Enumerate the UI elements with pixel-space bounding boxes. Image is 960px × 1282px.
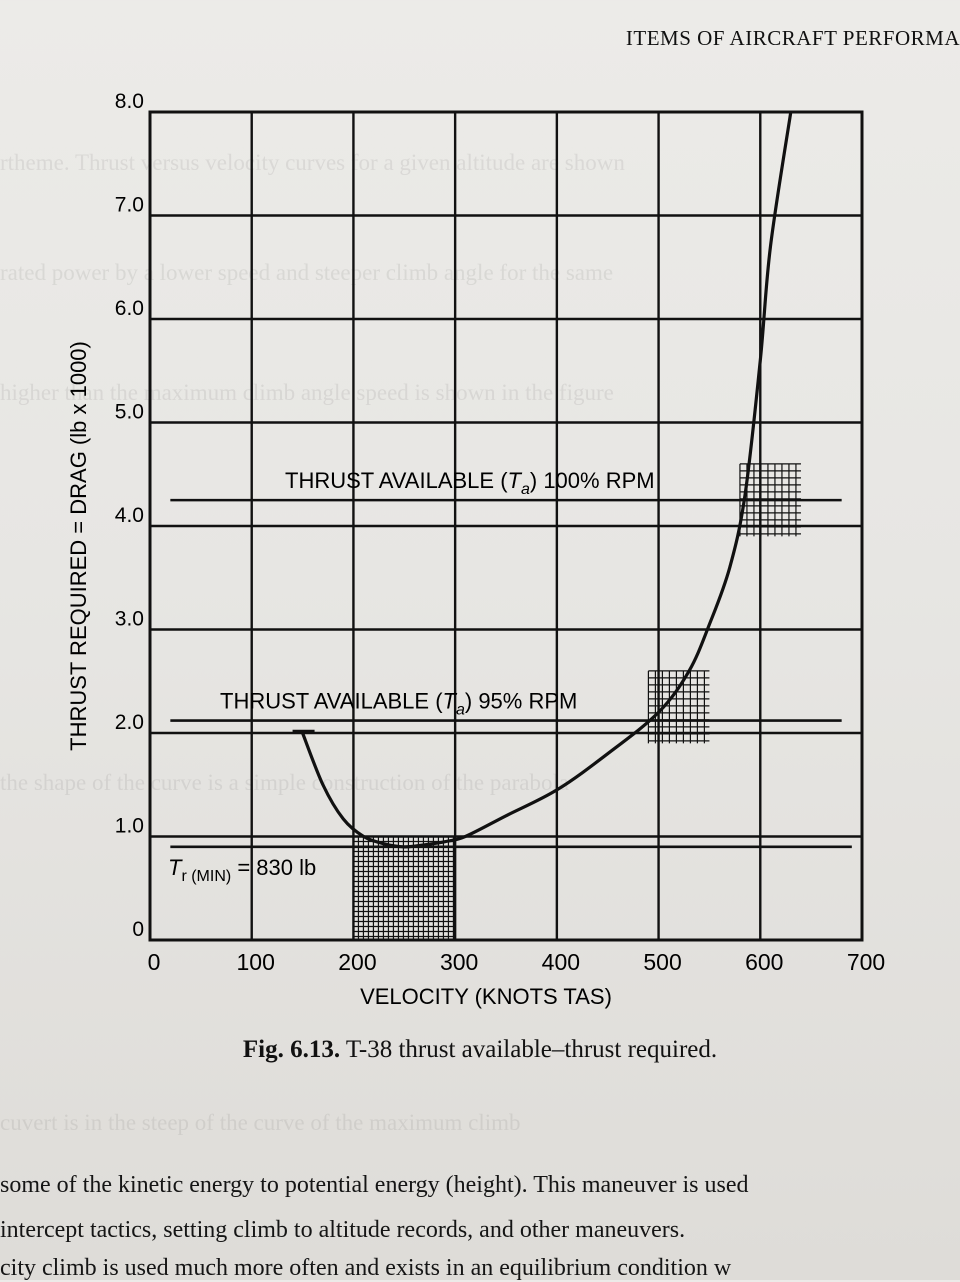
x-tick-label: 200 [338,949,376,975]
bleed-through-text: the shape of the curve is a simple const… [0,770,570,795]
plot-frame [148,110,864,942]
y-tick-label: 3.0 [115,608,144,631]
x-tick-label: 0 [148,949,161,975]
x-tick-label: 500 [643,949,681,975]
label-symbol: T [168,855,183,880]
caption-label: Fig. 6.13. [242,1036,341,1063]
y-tick-label: 5.0 [115,401,144,424]
label-symbol: T [443,689,458,714]
running-head: ITEMS OF AIRCRAFT PERFORMA [625,26,960,50]
figure-caption: Fig. 6.13. T-38 thrust available–thrust … [0,1036,960,1064]
label-subscript: a [521,481,530,498]
label-text: THRUST AVAILABLE ( [220,689,443,714]
x-tick-label: 700 [847,949,885,975]
hatched-regions [352,463,801,940]
thrust-required-curve [301,111,793,849]
y-axis-label: THRUST REQUIRED = DRAG (lb x 1000) [66,341,91,751]
y-tick-label: 4.0 [115,504,144,527]
thrust-chart: 0 1.0 2.0 3.0 4.0 5.0 6.0 7.0 8.0 0 100 200 300 400 5… [66,90,886,1009]
x-tick-label: 600 [745,949,783,975]
x-tick-labels: 0 100 200 300 400 500 600 700 [148,949,886,975]
thrust-line-label: Tr (MIN) = 830 lb [168,855,316,885]
y-tick-label: 1.0 [115,815,144,838]
x-tick-label: 400 [542,949,580,975]
body-text-line: some of the kinetic energy to potential … [0,1172,749,1198]
bleed-through-text: rated power by a lower speed and steeper… [0,260,614,285]
label-text: THRUST AVAILABLE ( [285,468,508,493]
label-symbol: T [508,468,523,493]
bleed-through-text: higher than the maximum climb angle spee… [0,380,614,405]
label-text: ) 100% RPM [530,468,655,493]
y-tick-labels: 0 1.0 2.0 3.0 4.0 5.0 6.0 7.0 8.0 [115,90,144,941]
label-subscript: a [456,702,465,719]
y-tick-label: 2.0 [115,711,144,734]
x-axis-label: VELOCITY (KNOTS TAS) [360,984,612,1009]
bleed-through-text: cuvert is in the steep of the curve of t… [0,1110,521,1135]
y-tick-label: 6.0 [115,297,144,320]
thrust-line-label: THRUST AVAILABLE (Ta) 100% RPM [285,468,655,498]
label-text: = 830 lb [231,855,316,880]
caption-text: T-38 thrust available–thrust required. [345,1036,718,1063]
label-text: ) 95% RPM [465,689,577,714]
y-tick-label: 8.0 [115,90,144,113]
body-text-line: intercept tactics, setting climb to alti… [0,1217,686,1243]
bleed-through-text: rtheme. Thrust versus velocity curves fo… [0,150,625,175]
y-tick-label: 7.0 [115,194,144,217]
x-tick-label: 100 [237,949,275,975]
y-tick-label: 0 [132,918,144,941]
hatch-region [352,835,456,940]
thrust-line-label: THRUST AVAILABLE (Ta) 95% RPM [220,689,577,719]
thrust-lines [170,498,852,849]
label-subscript: r (MIN) [181,868,231,885]
body-text-line: city climb is used much more often and e… [0,1255,732,1281]
x-tick-label: 300 [440,949,478,975]
